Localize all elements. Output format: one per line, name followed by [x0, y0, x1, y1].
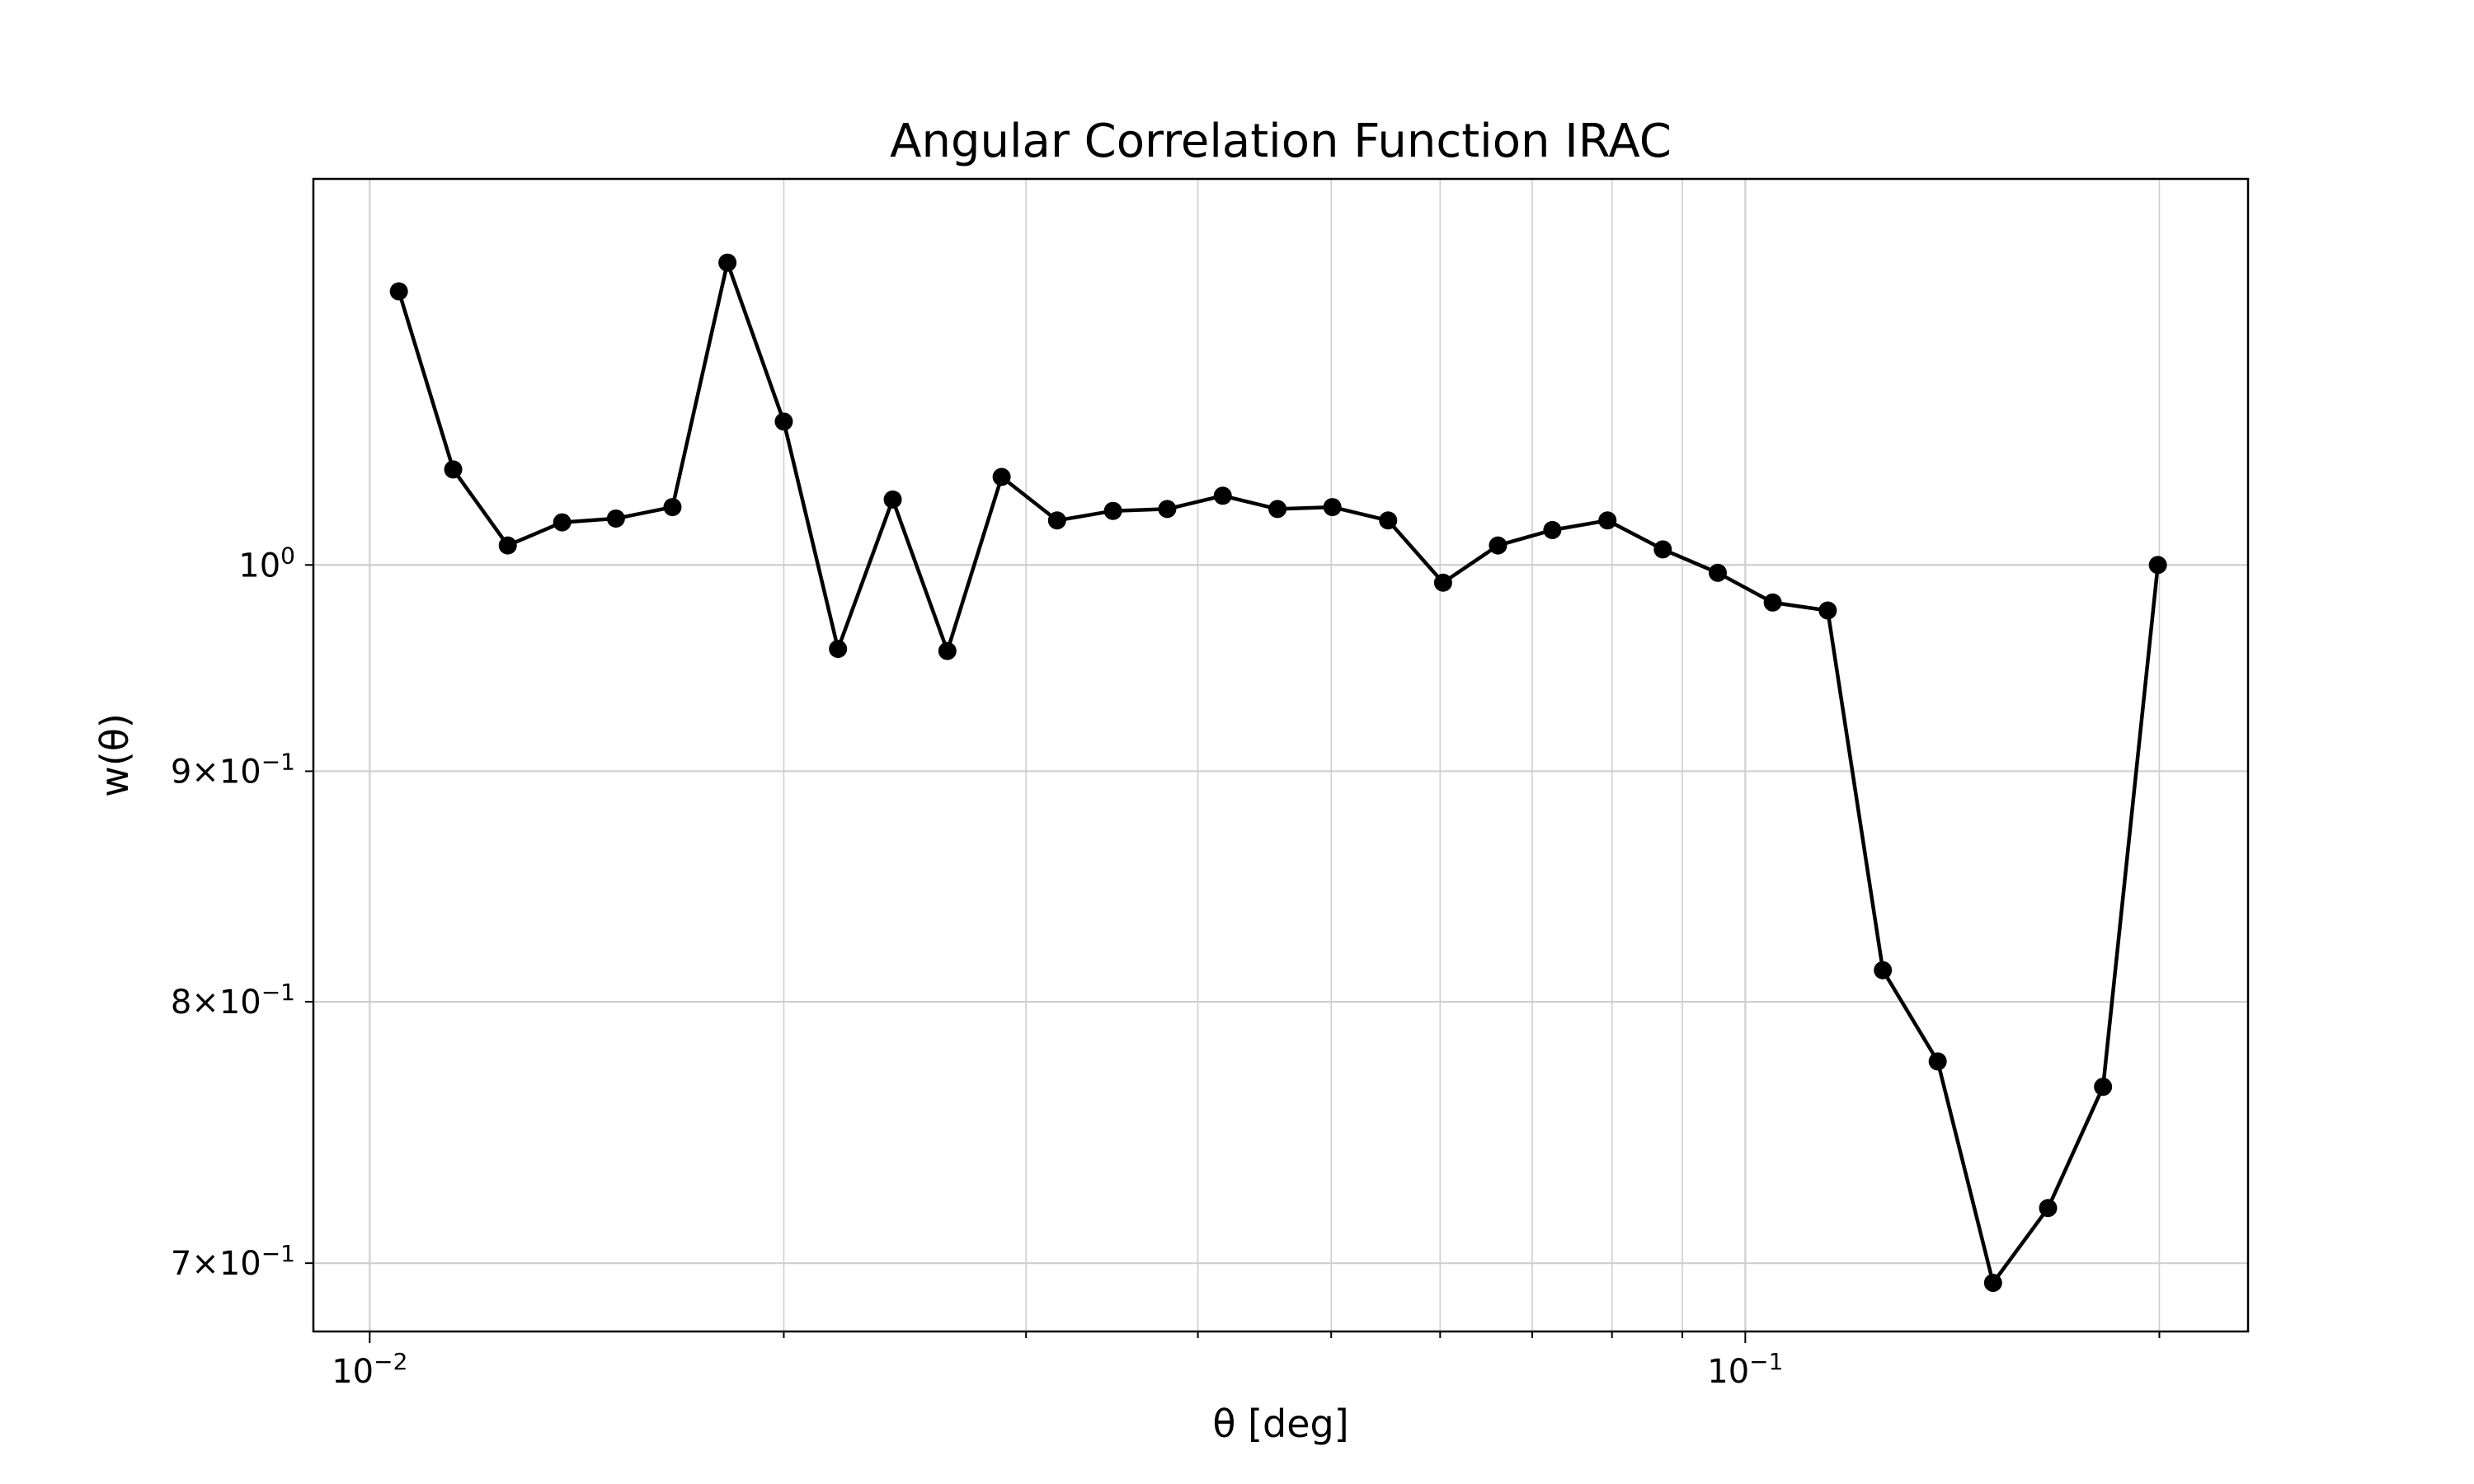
data-point [1983, 1274, 2002, 1293]
data-point [718, 253, 737, 272]
y-tick-label: 9×10−1 [171, 748, 295, 791]
data-point [1433, 573, 1452, 592]
data-point [2148, 556, 2167, 575]
data-point [1047, 511, 1066, 530]
y-ticks: 100 9×10−1 8×10−1 7×10−1 [171, 542, 313, 1283]
data-point [1213, 486, 1232, 505]
data-point [1653, 540, 1672, 559]
data-point [553, 513, 571, 532]
data-point [774, 412, 793, 431]
chart-title: Angular Correlation Function IRAC [890, 115, 1672, 168]
data-point [663, 498, 682, 517]
data-point [1928, 1052, 1947, 1071]
data-point [1708, 563, 1727, 582]
x-tick-label: 10−1 [1707, 1348, 1783, 1391]
data-point [1874, 960, 1893, 979]
data-point [829, 640, 848, 659]
x-ticks: 10−2 10−1 [332, 1331, 2161, 1391]
data-point [389, 282, 408, 301]
data-point [938, 641, 957, 660]
data-point [1763, 593, 1782, 612]
data-point [498, 536, 517, 555]
series-layer [389, 253, 2167, 1293]
x-axis-label: θ [deg] [1212, 1402, 1348, 1446]
x-tick-label: 10−2 [332, 1348, 407, 1391]
y-tick-label: 8×10−1 [171, 979, 295, 1021]
data-point [1103, 501, 1122, 520]
data-point [1598, 511, 1617, 530]
data-point [606, 509, 625, 528]
data-point [992, 467, 1011, 486]
data-point [1543, 520, 1562, 539]
y-tick-label: 7×10−1 [171, 1240, 295, 1283]
x-gridlines [369, 179, 2161, 1331]
data-point [444, 460, 463, 479]
y-gridlines [313, 564, 2248, 1265]
data-point [1818, 601, 1837, 620]
data-point [1268, 500, 1287, 519]
y-tick-label: 100 [238, 542, 295, 585]
plot-frame [312, 177, 2250, 1333]
data-point [1158, 500, 1177, 519]
y-axis-label: w(θ) [92, 713, 137, 797]
data-point [1323, 498, 1342, 517]
data-point [1379, 511, 1398, 530]
data-point [883, 490, 902, 509]
data-point [2094, 1078, 2113, 1097]
data-point [2039, 1199, 2058, 1218]
series-line [397, 261, 2160, 1285]
data-point [1489, 536, 1507, 555]
